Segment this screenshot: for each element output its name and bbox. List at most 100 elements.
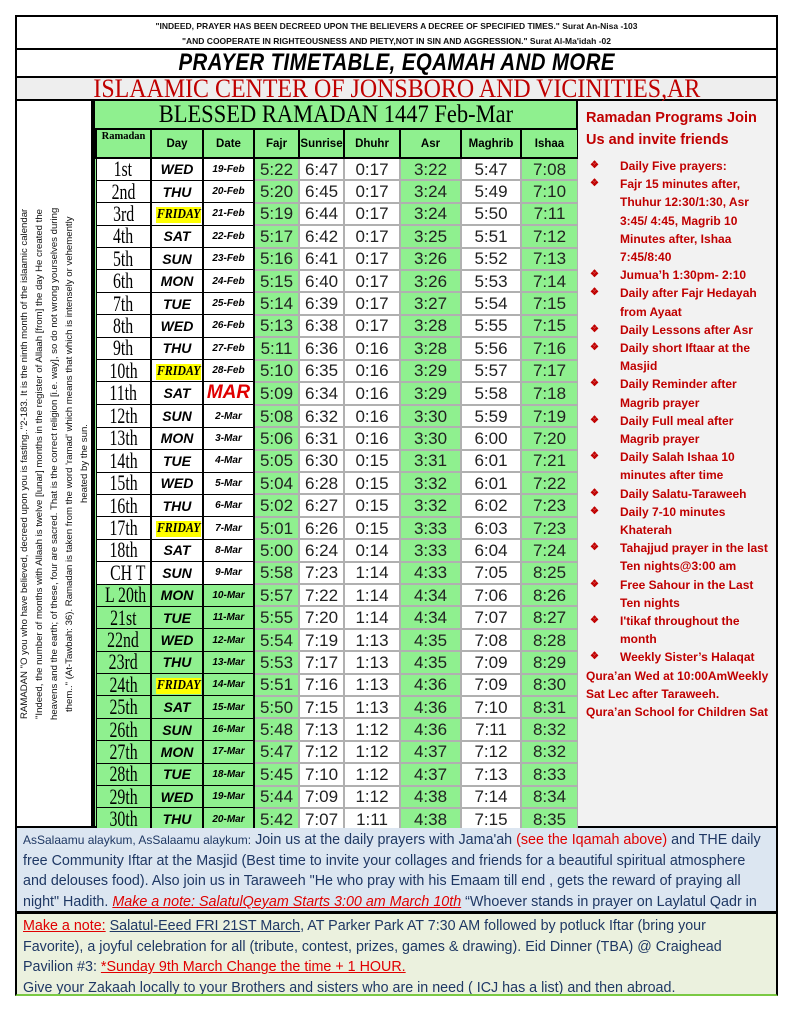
- program-item: ❖ Daily Full meal after Magrib prayer: [586, 412, 770, 448]
- sunrise-time-cell: 7:20: [298, 605, 345, 630]
- ramadan-day: 22nd: [107, 628, 140, 652]
- date: 20-Mar: [212, 813, 245, 825]
- ramadan-day-cell: L 20th: [95, 583, 152, 607]
- program-item-text: Daily Salatu-Taraweeh: [620, 486, 747, 501]
- program-item-text: Daily after Fajr Hedayah from Ayaat: [620, 286, 757, 319]
- date: 4-Mar: [215, 455, 242, 467]
- fajr-time: 5:01: [259, 518, 294, 538]
- fajr-time-cell: 5:22: [253, 156, 300, 182]
- sunrise-time: 6:44: [304, 204, 339, 224]
- dhuhr-time-cell: 1:14: [343, 583, 401, 608]
- fajr-time: 5:47: [259, 742, 294, 762]
- sunrise-time-cell: 6:47: [298, 156, 345, 182]
- date-cell: 8-Mar: [202, 538, 255, 563]
- sunrise-time: 7:20: [304, 608, 339, 628]
- table-header-row: Ramadan Day Date Fajr Sunrise Dhuhr Asr Maghrib…: [95, 128, 579, 159]
- sunrise-time-cell: 6:31: [298, 426, 345, 451]
- dhuhr-time-cell: 1:14: [343, 560, 401, 586]
- table-row: 5th SUN 23-Feb 5:16 6:41 0:17 3:26 5:52 7:13: [95, 246, 579, 271]
- date: 11-Mar: [212, 612, 245, 624]
- program-item: ❖ Jumua’h 1:30pm- 2:10: [586, 266, 770, 284]
- maghrib-time: 7:12: [474, 742, 508, 762]
- date: 17-Mar: [212, 746, 245, 758]
- fajr-time-cell: 5:58: [253, 560, 300, 586]
- date-cell: 16-Mar: [202, 717, 255, 742]
- weekday-cell: SUN: [150, 404, 204, 428]
- program-item: ❖ Daily Five prayers:: [586, 157, 770, 175]
- column-header-date: Date: [202, 128, 255, 159]
- date: 21-Feb: [212, 208, 245, 220]
- asr-time: 4:34: [413, 585, 448, 605]
- sunrise-time: 6:38: [304, 316, 339, 336]
- sunrise-time-cell: 7:16: [298, 672, 345, 698]
- program-item: ❖ Tahajjud prayer in the last Ten nights@…: [586, 539, 770, 575]
- dhuhr-time: 0:15: [355, 473, 389, 493]
- date: 20-Feb: [212, 186, 245, 198]
- fajr-time-cell: 5:48: [253, 717, 300, 742]
- ramadan-day-cell: 26th: [95, 717, 152, 742]
- dhuhr-time: 1:12: [355, 720, 389, 740]
- ishaa-time: 8:32: [532, 720, 567, 740]
- asr-time-cell: 3:28: [399, 313, 462, 339]
- weekday-cell: THU: [150, 807, 204, 831]
- fajr-time-cell: 5:01: [253, 515, 300, 541]
- sunrise-time-cell: 7:09: [298, 784, 345, 809]
- ishaa-time: 7:12: [532, 226, 567, 246]
- program-item: ❖ Free Sahour in the Last Ten nights: [586, 576, 770, 612]
- fajr-time-cell: 5:51: [253, 672, 300, 698]
- date-cell: 19-Feb: [202, 157, 255, 181]
- asr-time-cell: 3:33: [399, 515, 462, 541]
- weekday: SAT: [163, 542, 191, 559]
- asr-time: 3:28: [413, 338, 448, 358]
- ishaa-time-cell: 7:22: [520, 471, 579, 496]
- dhuhr-time-cell: 1:13: [343, 672, 401, 698]
- dhuhr-time-cell: 0:16: [343, 403, 401, 429]
- asr-time: 3:24: [413, 182, 448, 202]
- ishaa-time: 7:08: [532, 159, 567, 179]
- ramadan-day: 16th: [109, 494, 138, 517]
- fajr-time: 5:15: [259, 271, 294, 291]
- program-item: ❖ Daily Salatu-Taraweeh: [586, 485, 770, 503]
- weekday-cell: THU: [150, 650, 204, 675]
- fajr-time-cell: 5:50: [253, 694, 300, 720]
- asr-time: 3:29: [413, 361, 448, 381]
- sunrise-time-cell: 6:30: [298, 448, 345, 474]
- asr-time: 4:34: [413, 608, 448, 628]
- table-row: 17th FRIDAY 7-Mar 5:01 6:26 0:15 3:33 6:03 7:23: [95, 515, 579, 541]
- fajr-time: 5:58: [259, 563, 294, 583]
- date-cell: 28-Feb: [202, 359, 255, 383]
- fajr-time: 5:45: [259, 764, 294, 784]
- fajr-time-cell: 5:05: [253, 448, 300, 474]
- center-name-text: ISLAAMIC CENTER OF JONSBORO AND VICINITI…: [93, 74, 700, 103]
- fajr-time: 5:11: [260, 338, 293, 358]
- ramadan-day-cell: 14th: [95, 449, 152, 473]
- date-cell: 27-Feb: [202, 336, 255, 361]
- dhuhr-time: 0:15: [355, 496, 389, 516]
- sunrise-time-cell: 6:28: [298, 471, 345, 496]
- dhuhr-time-cell: 0:15: [343, 515, 401, 541]
- program-extra-line: Qura’an School for Children Sat: [586, 705, 769, 720]
- dhuhr-time-cell: 1:12: [343, 717, 401, 742]
- ramadan-day-cell: 9th: [95, 336, 152, 361]
- date-cell: 3-Mar: [202, 426, 255, 451]
- asr-time-cell: 4:35: [399, 627, 462, 653]
- fajr-time-cell: 5:00: [253, 538, 300, 563]
- ramadan-day: 7th: [113, 292, 134, 315]
- sunrise-time: 6:34: [304, 383, 339, 403]
- dhuhr-time: 0:17: [355, 271, 389, 291]
- asr-time: 3:30: [413, 428, 448, 448]
- dhuhr-time: 1:14: [355, 563, 389, 583]
- sunrise-time-cell: 7:19: [298, 627, 345, 653]
- diamond-bullet-icon: ❖: [590, 342, 599, 354]
- dhuhr-time: 0:16: [355, 428, 389, 448]
- sunrise-time: 6:24: [304, 540, 339, 560]
- date: 3-Mar: [215, 432, 242, 444]
- table-row: 26th SUN 16-Mar 5:48 7:13 1:12 4:36 7:11 8:32: [95, 717, 579, 742]
- maghrib-time-cell: 5:55: [460, 313, 522, 339]
- ishaa-time: 8:28: [532, 630, 567, 650]
- prayer-timetable: Ramadan Day Date Fajr Sunrise Dhuhr Asr Maghrib…: [95, 128, 579, 832]
- fajr-time: 5:57: [259, 585, 294, 605]
- sunrise-time: 7:12: [304, 742, 339, 762]
- ramadan-day: CH T 19th: [109, 561, 149, 585]
- ramadan-day: 23rd: [108, 651, 138, 674]
